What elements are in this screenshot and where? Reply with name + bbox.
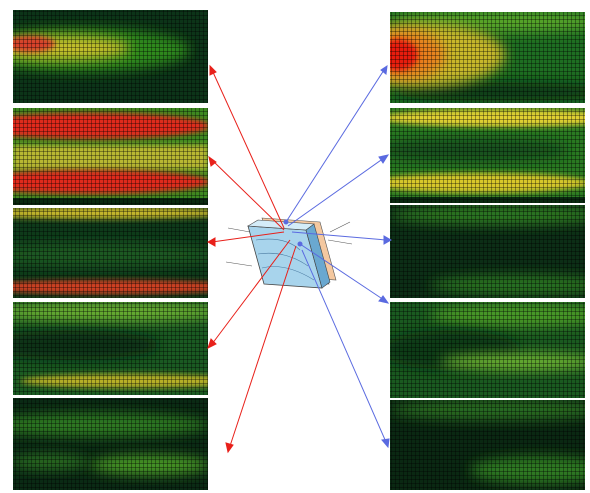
heatmap-panel (0, 108, 210, 205)
heatmap-panel (0, 10, 208, 103)
heatmap-panel (0, 398, 210, 490)
heatmap-panel (390, 205, 590, 298)
heatmap-panel (390, 400, 590, 490)
heatmap-panel (370, 108, 590, 203)
heatmap-panel (0, 302, 240, 395)
device-diagram (226, 218, 352, 288)
page (0, 0, 590, 493)
heatmap-panel (380, 302, 590, 398)
heatmap-panel (0, 207, 240, 298)
heatmap-panel (335, 12, 590, 103)
figure (0, 0, 590, 493)
